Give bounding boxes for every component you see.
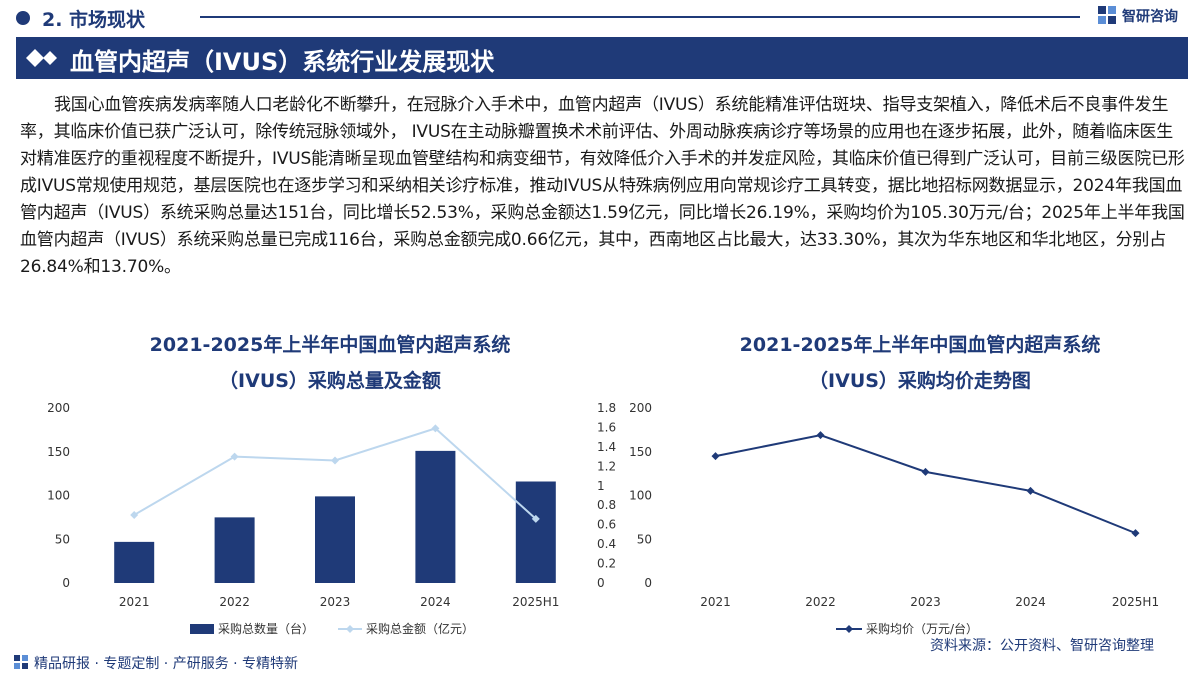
section-title: 2. 市场现状	[42, 9, 146, 31]
chart1-right-tick-4: 0.8	[597, 498, 616, 512]
chart1-left-tick-1: 50	[55, 532, 70, 546]
chart2-line-point-3	[1026, 486, 1035, 495]
chart2-x-tick-0: 2021	[700, 595, 731, 609]
chart2-y-tick-1: 50	[637, 532, 652, 546]
chart1-x-tick-4: 2025H1	[512, 595, 559, 609]
chart1-line-point-3	[431, 424, 440, 433]
chart1-bar-line-chart: 0 50 100 150 200 0 0.2 0.4 0.6 0.8 1 1.2 1.4 1.6 1.8 20…	[47, 401, 616, 636]
chart1-legend-line-marker	[346, 625, 354, 633]
chart1-bar-4	[515, 481, 556, 583]
chart2-line-point-0	[711, 452, 720, 461]
chart1-right-tick-6: 1.2	[597, 459, 616, 473]
title-banner: 血管内超声（IVUS）系统行业发展现状	[16, 37, 1188, 79]
chart1-legend-bar-label: 采购总数量（台）	[218, 621, 314, 636]
chart1-right-tick-0: 0	[597, 576, 605, 590]
section-bullet-icon	[16, 11, 30, 25]
chart2-x-tick-3: 2024	[1015, 595, 1046, 609]
chart1-bar-2	[315, 496, 355, 583]
chart2-y-tick-3: 150	[629, 445, 652, 459]
brand-logo-icon	[1098, 6, 1116, 24]
brand-name: 智研咨询	[1122, 9, 1178, 25]
chart1-right-tick-9: 1.8	[597, 401, 616, 415]
page-title: 血管内超声（IVUS）系统行业发展现状	[70, 48, 495, 76]
chart1-x-tick-2: 2023	[320, 595, 351, 609]
chart1-x-tick-3: 2024	[420, 595, 451, 609]
chart2-line-point-4	[1131, 529, 1140, 538]
chart1-line-point-0	[130, 510, 139, 519]
chart1-title: 2021-2025年上半年中国血管内超声系统 （IVUS）采购总量及金额	[70, 327, 590, 399]
top-bar: 2. 市场现状 智研咨询	[0, 0, 1200, 36]
chart1-right-tick-7: 1.4	[597, 440, 616, 454]
chart1-right-tick-1: 0.2	[597, 557, 616, 571]
chart1-x-tick-1: 2022	[219, 595, 250, 609]
chart2-legend-line-marker	[845, 625, 853, 633]
body-paragraph: 我国心血管疾病发病率随人口老龄化不断攀升，在冠脉介入手术中，血管内超声（IVUS…	[20, 95, 1185, 277]
chart1-legend-bar-swatch	[190, 624, 214, 634]
chart2-y-tick-4: 200	[629, 401, 652, 415]
chart1-left-tick-0: 0	[62, 576, 70, 590]
diamond-icon	[26, 49, 57, 67]
chart1-title-line1: 2021-2025年上半年中国血管内超声系统	[149, 334, 511, 356]
chart1-legend-line-label: 采购总金额（亿元）	[366, 621, 474, 636]
chart2-title-line1: 2021-2025年上半年中国血管内超声系统	[739, 334, 1101, 356]
chart2-y-tick-0: 0	[644, 576, 652, 590]
chart2-x-tick-2: 2023	[910, 595, 941, 609]
chart1-left-tick-4: 200	[47, 401, 70, 415]
source-note: 资料来源：公开资料、智研咨询整理	[930, 638, 1154, 654]
chart1-right-tick-2: 0.4	[597, 537, 616, 551]
chart2-x-tick-1: 2022	[805, 595, 836, 609]
brand-logo: 智研咨询	[1098, 5, 1198, 27]
chart1-line-point-4	[531, 514, 540, 523]
chart1-left-tick-2: 100	[47, 489, 70, 503]
chart2-line-point-1	[816, 431, 825, 440]
chart2-line-point-2	[921, 467, 930, 476]
chart2-y-tick-2: 100	[629, 489, 652, 503]
chart1-right-tick-8: 1.6	[597, 420, 616, 434]
chart1-x-tick-0: 2021	[119, 595, 150, 609]
chart2-legend-label: 采购均价（万元/台）	[866, 621, 978, 636]
chart1-right-tick-3: 0.6	[597, 518, 616, 532]
chart1-bar-3	[415, 450, 456, 583]
footer-logo-icon	[14, 655, 28, 669]
chart1-bar-1	[214, 517, 255, 583]
header-divider	[200, 16, 1080, 18]
chart2-title-line2: （IVUS）采购均价走势图	[809, 370, 1031, 392]
chart2-x-tick-4: 2025H1	[1112, 595, 1159, 609]
footer-services: 精品研报 · 专题定制 · 产研服务 · 专精特新	[34, 656, 299, 672]
chart1-right-tick-5: 1	[597, 479, 605, 493]
chart1-line-point-2	[331, 456, 339, 465]
chart1-title-line2: （IVUS）采购总量及金额	[219, 370, 441, 392]
chart2-line-series	[715, 434, 1136, 535]
chart1-left-tick-3: 150	[47, 445, 70, 459]
chart1-line-point-1	[230, 452, 239, 461]
chart1-bar-0	[114, 541, 155, 583]
chart2-title: 2021-2025年上半年中国血管内超声系统 （IVUS）采购均价走势图	[660, 327, 1180, 399]
